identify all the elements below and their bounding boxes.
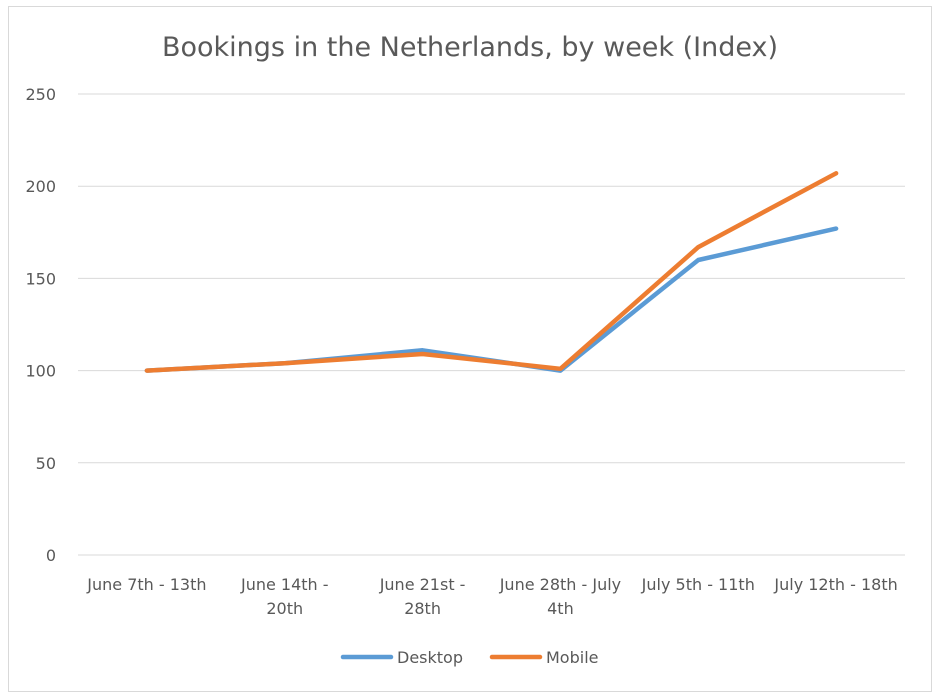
- x-tick-label: July 12th - 18th: [773, 575, 897, 594]
- legend: Desktop Mobile: [340, 648, 598, 667]
- x-tick-label: June 7th - 13th: [86, 575, 206, 594]
- series-line-mobile: [144, 171, 839, 373]
- x-tick-label: July 5th - 11th: [641, 575, 755, 594]
- chart-title: Bookings in the Netherlands, by week (In…: [162, 32, 778, 63]
- x-tick-label: June 21st -28th: [379, 575, 466, 618]
- legend-label-desktop: Desktop: [397, 648, 463, 667]
- y-tick-label: 150: [25, 269, 56, 288]
- y-axis: 0 50 100 150 200 250: [25, 85, 56, 565]
- series-line-desktop: [144, 226, 839, 373]
- x-tick-label: June 14th -20th: [240, 575, 329, 618]
- y-tick-label: 100: [25, 362, 56, 381]
- y-tick-label: 200: [25, 177, 56, 196]
- legend-label-mobile: Mobile: [546, 648, 598, 667]
- y-tick-label: 0: [46, 546, 56, 565]
- x-tick-label: June 28th - July 4th: [499, 575, 621, 618]
- y-tick-label: 250: [25, 85, 56, 104]
- x-axis: June 7th - 13th June 14th -20th June 21st …: [86, 575, 897, 618]
- gridlines: [78, 93, 905, 556]
- chart-frame: [8, 6, 932, 692]
- y-tick-label: 50: [36, 454, 56, 473]
- series-lines: [144, 171, 839, 373]
